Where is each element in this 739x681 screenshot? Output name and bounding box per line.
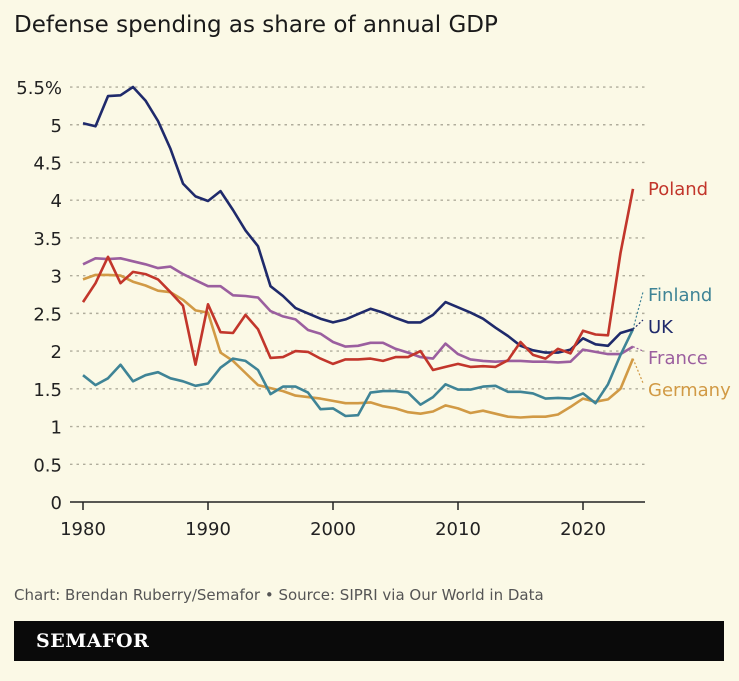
y-tick-label: 2.5: [33, 304, 62, 325]
x-tick-label: 1980: [60, 519, 106, 540]
line-chart: 0 0.5 1 1.5 2 2.5 3 3.5 4 4.5 5 5.5% 1980 1990 2000 201…: [16, 78, 731, 540]
series-label: France: [648, 348, 708, 369]
series-label: Poland: [648, 179, 708, 200]
y-tick-label: 1: [51, 418, 62, 439]
series-line-finland: [82, 328, 635, 418]
y-tick-label: 3: [51, 267, 62, 288]
y-tick-label: 2: [51, 342, 62, 363]
series-line-poland: [81, 188, 635, 372]
y-tick-label: 4.5: [33, 153, 62, 174]
x-tick-label: 1990: [185, 519, 231, 540]
series-label: Germany: [648, 380, 731, 401]
y-tick-label: 0: [51, 493, 62, 514]
y-tick-label: 5.5%: [16, 78, 62, 99]
y-tick-label: 0.5: [33, 455, 62, 476]
series-label: Finland: [648, 285, 712, 306]
label-leader: [632, 358, 644, 384]
x-tick-label: 2010: [435, 519, 481, 540]
semafor-logo: SEMAFOR: [36, 630, 150, 652]
y-tick-label: 4: [51, 191, 62, 212]
chart-credit: Chart: Brendan Ruberry/Semafor • Source:…: [14, 586, 544, 604]
y-tick-label: 1.5: [33, 380, 62, 401]
label-leader: [632, 291, 644, 330]
x-tick-label: 2000: [310, 519, 356, 540]
x-tick-label: 2020: [560, 519, 606, 540]
chart-title: Defense spending as share of annual GDP: [14, 12, 498, 38]
series-label: UK: [648, 317, 674, 338]
y-tick-label: 5: [51, 116, 62, 137]
y-tick-label: 3.5: [33, 229, 62, 250]
series-line-france: [82, 256, 634, 364]
label-leader: [632, 346, 644, 352]
brand-bar: SEMAFOR: [14, 621, 724, 661]
series-line-germany: [82, 273, 635, 419]
series-line-uk: [82, 85, 634, 354]
